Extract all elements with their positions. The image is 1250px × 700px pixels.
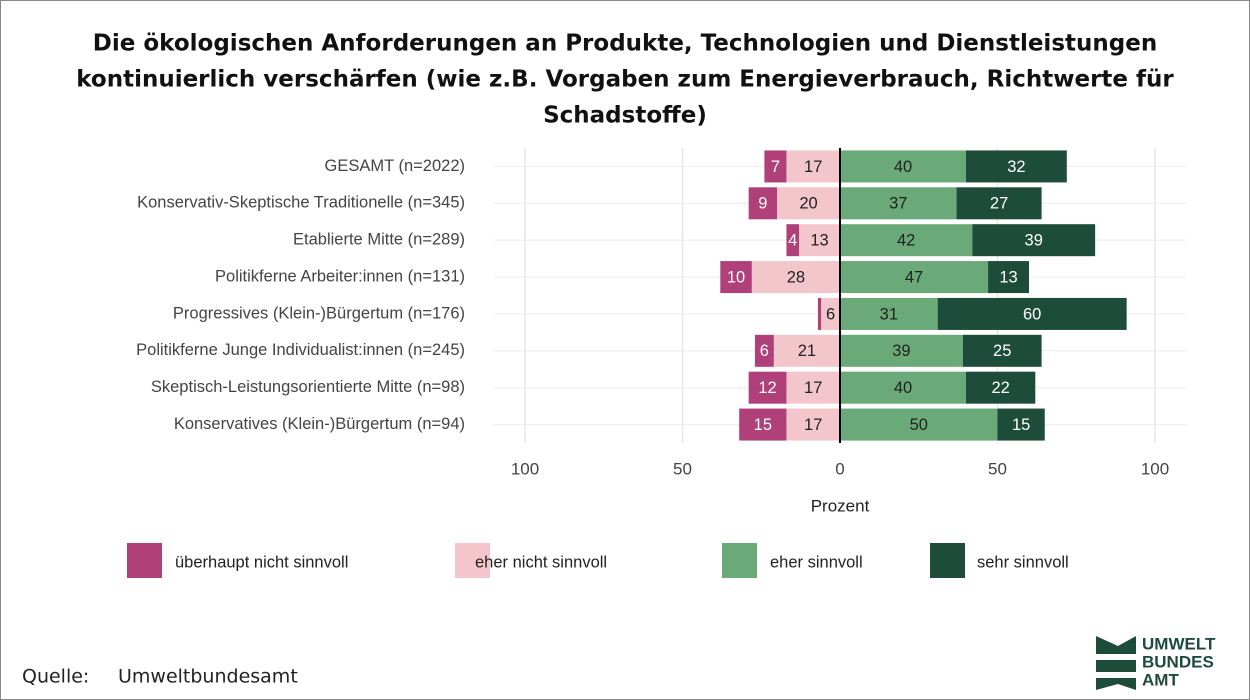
data-label: 27: [990, 195, 1008, 213]
bar: [988, 261, 1029, 294]
data-label: 39: [892, 342, 910, 360]
x-tick-label: 0: [835, 459, 844, 478]
bar: [840, 297, 938, 330]
chart-title: Die ökologischen Anforderungen an Produk…: [93, 31, 1157, 57]
bar: [786, 408, 840, 441]
bar: [840, 187, 957, 220]
legend-label: sehr sinnvoll: [977, 553, 1069, 571]
y-tick-label: Progressives (Klein-)Bürgertum (n=176): [173, 304, 465, 322]
data-label: 4: [788, 232, 797, 250]
data-label: 28: [787, 268, 805, 286]
data-label: 15: [1012, 416, 1030, 434]
bar: [720, 261, 752, 294]
legend-swatch: [722, 543, 757, 578]
bar: [997, 408, 1045, 441]
x-tick-label: 100: [1141, 459, 1169, 478]
data-label: 6: [760, 342, 769, 360]
x-axis-label: Prozent: [811, 496, 870, 515]
bar: [937, 297, 1127, 330]
y-tick-label: GESAMT (n=2022): [325, 157, 465, 175]
y-tick-label: Etablierte Mitte (n=289): [293, 231, 465, 249]
data-label: 17: [804, 379, 822, 397]
bar: [754, 334, 774, 367]
y-tick-label: Politikferne Arbeiter:innen (n=131): [215, 267, 465, 285]
bar: [748, 371, 787, 404]
logo-text: UMWELT: [1142, 634, 1216, 653]
data-label: 37: [889, 195, 907, 213]
legend-swatch: [455, 543, 490, 578]
data-label: 47: [905, 268, 923, 286]
y-tick-label: Konservatives (Klein-)Bürgertum (n=94): [174, 415, 465, 433]
y-tick-label: Konservativ-Skeptische Traditionelle (n=…: [137, 194, 465, 212]
bar: [799, 224, 840, 257]
data-label: 40: [894, 379, 912, 397]
bar: [773, 334, 840, 367]
bar: [739, 408, 787, 441]
data-label: 13: [999, 268, 1017, 286]
data-label: 9: [758, 195, 767, 213]
bar: [962, 334, 1042, 367]
bar: [840, 408, 998, 441]
bar: [751, 261, 840, 294]
data-label: 12: [758, 379, 776, 397]
bar: [777, 187, 840, 220]
data-label: 25: [993, 342, 1011, 360]
bar: [966, 371, 1036, 404]
x-tick-label: 100: [511, 459, 539, 478]
data-label: 22: [991, 379, 1009, 397]
data-label: 39: [1025, 232, 1043, 250]
bar: [966, 150, 1067, 183]
data-label: 15: [754, 416, 772, 434]
bar: [817, 297, 822, 330]
legend-swatch: [930, 543, 965, 578]
bar: [786, 371, 840, 404]
data-label: 10: [727, 268, 745, 286]
legend-label: eher nicht sinnvoll: [475, 553, 607, 571]
chart-title: Schadstoffe): [543, 103, 707, 129]
bar: [840, 224, 973, 257]
logo-text: BUNDES: [1142, 652, 1214, 671]
logo-text: AMT: [1142, 670, 1179, 689]
bar: [786, 224, 800, 257]
bar: [840, 371, 966, 404]
data-label: 42: [897, 232, 915, 250]
bar: [956, 187, 1042, 220]
data-label: 17: [804, 416, 822, 434]
bar: [764, 150, 787, 183]
x-tick-label: 50: [673, 459, 692, 478]
chart-title: kontinuierlich verschärfen (wie z.B. Vor…: [76, 67, 1174, 93]
data-label: 60: [1023, 305, 1041, 323]
legend-label: eher sinnvoll: [770, 553, 863, 571]
bar: [821, 297, 840, 330]
data-label: 17: [804, 158, 822, 176]
x-tick-label: 50: [988, 459, 1007, 478]
data-label: 13: [810, 232, 828, 250]
bar: [840, 334, 963, 367]
logo-icon: [1096, 678, 1136, 690]
source-label: Quelle:: [22, 666, 89, 688]
logo: UMWELT BUNDES AMT: [1096, 634, 1216, 690]
data-label: 6: [826, 305, 835, 323]
data-label: 40: [894, 158, 912, 176]
y-tick-label: Politikferne Junge Individualist:innen (…: [136, 341, 465, 359]
bar: [972, 224, 1096, 257]
y-tick-label: Skeptisch-Leistungsorientierte Mitte (n=…: [151, 378, 465, 396]
data-label: 31: [880, 305, 898, 323]
bar: [786, 150, 840, 183]
legend-label: überhaupt nicht sinnvoll: [175, 553, 348, 571]
data-label: 32: [1007, 158, 1025, 176]
source: Umweltbundesamt: [118, 666, 298, 688]
data-label: 50: [910, 416, 928, 434]
legend-swatch: [127, 543, 162, 578]
logo-icon: [1096, 660, 1136, 672]
data-label: 20: [799, 195, 817, 213]
data-label: 21: [798, 342, 816, 360]
bar: [748, 187, 777, 220]
logo-icon: [1096, 636, 1136, 654]
bar: [840, 150, 966, 183]
data-label: 7: [771, 158, 780, 176]
bar: [840, 261, 989, 294]
